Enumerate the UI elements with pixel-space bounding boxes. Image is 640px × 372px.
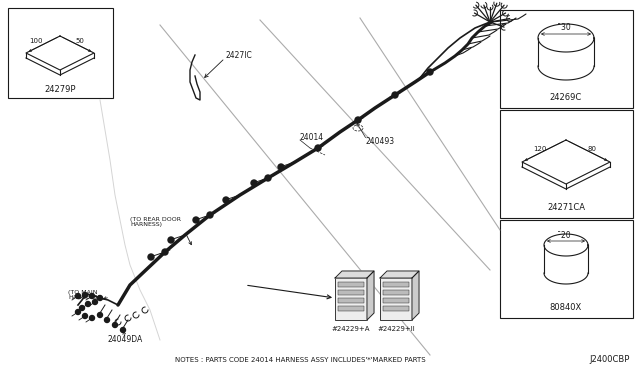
Polygon shape [335, 271, 374, 278]
Circle shape [168, 237, 174, 243]
Bar [338, 282, 364, 287]
Circle shape [278, 164, 284, 170]
Text: 24269C: 24269C [550, 93, 582, 103]
Bar [500, 10, 633, 108]
Text: 24014: 24014 [300, 134, 324, 142]
Bar [383, 306, 409, 311]
Circle shape [148, 254, 154, 260]
Polygon shape [367, 271, 374, 320]
Bar [500, 110, 633, 218]
Circle shape [93, 299, 97, 305]
Bar [338, 298, 364, 303]
Text: 80840X: 80840X [550, 304, 582, 312]
Bar [8, 8, 113, 98]
Circle shape [79, 305, 84, 311]
Bar [338, 306, 364, 311]
Circle shape [97, 312, 102, 317]
Bar [383, 290, 409, 295]
Circle shape [315, 145, 321, 151]
Circle shape [162, 249, 168, 255]
Text: 100: 100 [29, 38, 43, 44]
Circle shape [104, 317, 109, 323]
Text: 24279P: 24279P [44, 86, 76, 94]
Circle shape [427, 69, 433, 75]
Bar [380, 278, 412, 320]
Text: NOTES : PARTS CODE 24014 HARNESS ASSY INCLUDES'*'MARKED PARTS: NOTES : PARTS CODE 24014 HARNESS ASSY IN… [175, 357, 426, 363]
Circle shape [223, 197, 229, 203]
Polygon shape [412, 271, 419, 320]
Text: (TO MAIN
HARNESS): (TO MAIN HARNESS) [68, 289, 100, 301]
Bar [383, 282, 409, 287]
Circle shape [251, 180, 257, 186]
Circle shape [90, 315, 95, 321]
Bar [500, 220, 633, 318]
Circle shape [76, 310, 81, 314]
Circle shape [97, 295, 102, 301]
Circle shape [90, 294, 95, 298]
Text: 50: 50 [76, 38, 85, 44]
Text: 2427IC: 2427IC [225, 51, 252, 60]
Text: #24229+A: #24229+A [332, 326, 371, 332]
Text: #24229+II: #24229+II [377, 326, 415, 332]
Circle shape [76, 294, 81, 298]
Text: (TO REAR DOOR
HARNESS): (TO REAR DOOR HARNESS) [130, 217, 181, 227]
Circle shape [265, 175, 271, 181]
Text: 240493: 240493 [365, 138, 394, 147]
Text: 80: 80 [588, 146, 597, 152]
Circle shape [86, 301, 90, 307]
Circle shape [193, 217, 199, 223]
Polygon shape [380, 271, 419, 278]
Text: ̄30: ̄30 [561, 23, 571, 32]
Bar [335, 278, 367, 320]
Circle shape [83, 314, 88, 318]
Circle shape [207, 212, 213, 218]
Text: ̄20: ̄20 [561, 231, 571, 240]
Circle shape [113, 323, 118, 327]
Bar [338, 290, 364, 295]
Text: 120: 120 [533, 146, 547, 152]
Bar [383, 298, 409, 303]
Text: J2400CBP: J2400CBP [590, 356, 630, 365]
Circle shape [83, 292, 88, 298]
Circle shape [355, 117, 361, 123]
Circle shape [392, 92, 398, 98]
Text: 24271CA: 24271CA [547, 203, 585, 212]
Circle shape [120, 327, 125, 333]
Text: 24049DA: 24049DA [108, 336, 143, 344]
